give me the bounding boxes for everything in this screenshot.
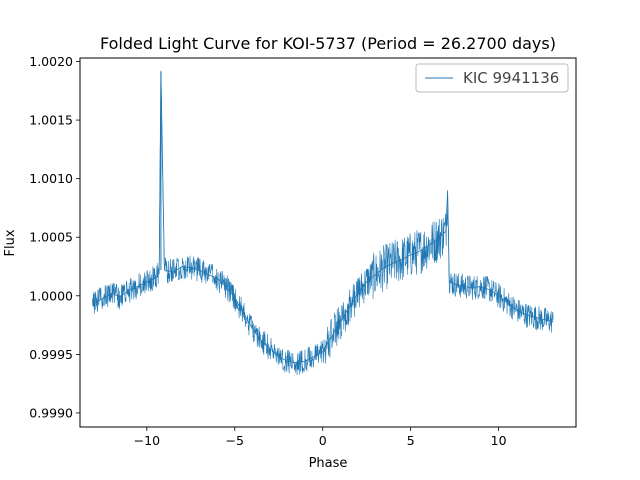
y-tick-label: 1.0015	[29, 113, 73, 128]
y-axis: 0.9990 0.9995 1.0000 1.0005 1.0010 1.0015 1.00…	[29, 54, 80, 420]
chart-title: Folded Light Curve for KOI-5737 (Period …	[100, 34, 556, 53]
y-tick-label: 1.0000	[29, 288, 73, 303]
x-tick-label: 0	[319, 433, 327, 448]
y-axis-label: Flux	[3, 229, 18, 256]
y-tick-label: 1.0005	[29, 230, 73, 245]
x-tick-label: −10	[134, 433, 160, 448]
y-tick-label: 0.9990	[29, 405, 73, 420]
x-axis: −10 −5 0 5 10	[134, 427, 507, 448]
series-noise-trace	[92, 79, 554, 376]
x-tick-label: 10	[491, 433, 507, 448]
x-tick-label: −5	[226, 433, 244, 448]
x-tick-label: 5	[407, 433, 415, 448]
y-tick-label: 1.0020	[29, 54, 73, 69]
x-axis-label: Phase	[309, 456, 348, 471]
legend-label: KIC 9941136	[463, 69, 559, 87]
y-tick-label: 0.9995	[29, 347, 73, 362]
y-tick-label: 1.0010	[29, 171, 73, 186]
plot-frame	[79, 57, 577, 428]
legend: KIC 9941136	[415, 63, 569, 93]
legend-box	[415, 63, 569, 93]
